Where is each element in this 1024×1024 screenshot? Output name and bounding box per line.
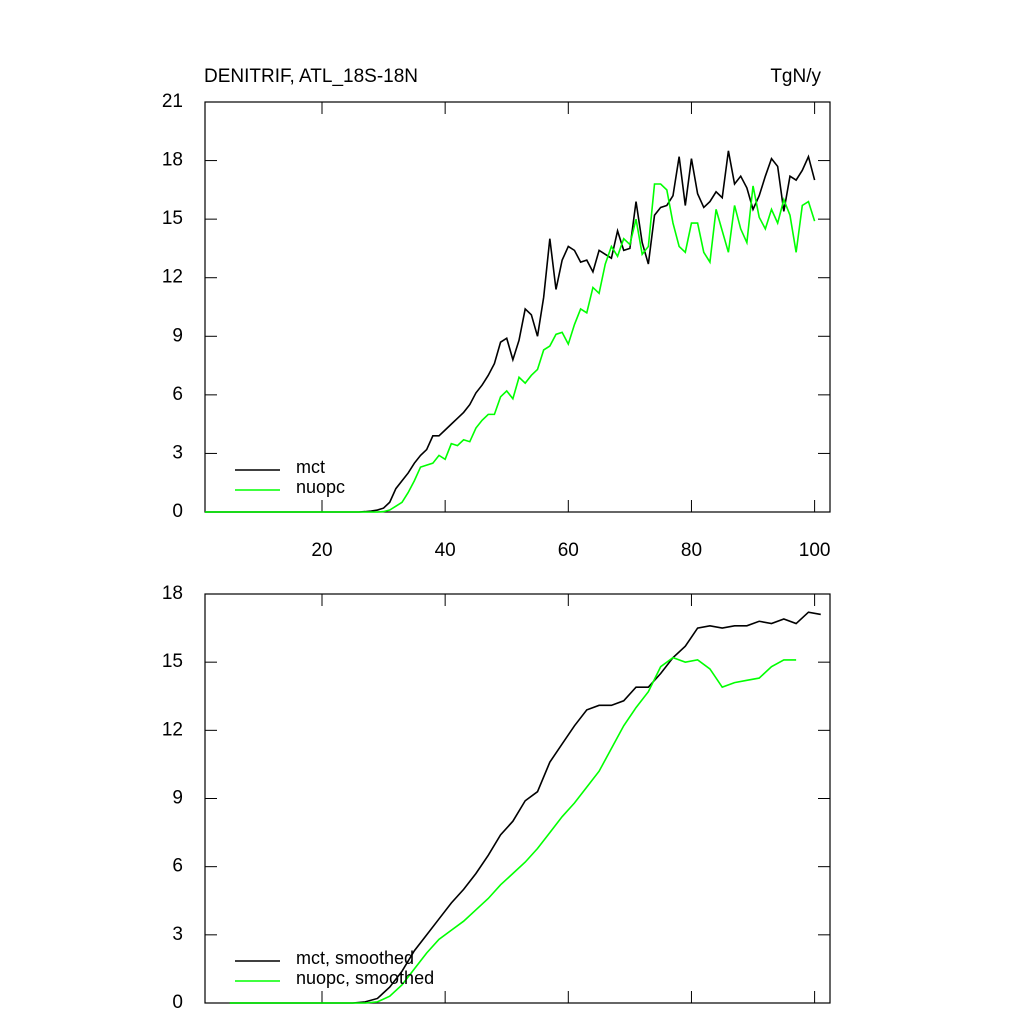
y-tick-label: 12	[162, 719, 183, 740]
y-tick-label: 18	[162, 583, 183, 604]
y-tick-label: 15	[162, 208, 183, 229]
data-line	[229, 656, 797, 1004]
y-tick-label: 6	[172, 856, 183, 877]
chart-title: DENITRIF, ATL_18S-18N	[204, 66, 418, 87]
x-tick-label: 40	[435, 540, 456, 561]
data-line	[205, 183, 816, 513]
x-tick-label: 80	[681, 540, 702, 561]
y-tick-label: 12	[162, 267, 183, 288]
y-tick-label: 9	[172, 788, 183, 809]
y-tick-label: 9	[172, 325, 183, 346]
y-tick-label: 6	[172, 384, 183, 405]
x-tick-label: 20	[311, 540, 332, 561]
y-tick-label: 3	[172, 924, 183, 945]
y-tick-label: 0	[172, 992, 183, 1013]
legend-label: mct, smoothed	[296, 948, 414, 968]
y-tick-label: 15	[162, 651, 183, 672]
x-tick-label: 60	[558, 540, 579, 561]
units-label: TgN/y	[770, 66, 821, 87]
plot-frame	[204, 593, 831, 1004]
legend-label: nuopc, smoothed	[296, 968, 434, 988]
y-tick-label: 18	[162, 150, 183, 171]
y-tick-label: 0	[172, 501, 183, 522]
legend-label: nuopc	[296, 477, 345, 497]
plot-frame	[204, 101, 831, 513]
data-line	[229, 611, 821, 1004]
x-tick-label: 100	[799, 540, 831, 561]
y-tick-label: 3	[172, 442, 183, 463]
legend-label: mct	[296, 457, 325, 477]
y-tick-label: 21	[162, 91, 183, 112]
